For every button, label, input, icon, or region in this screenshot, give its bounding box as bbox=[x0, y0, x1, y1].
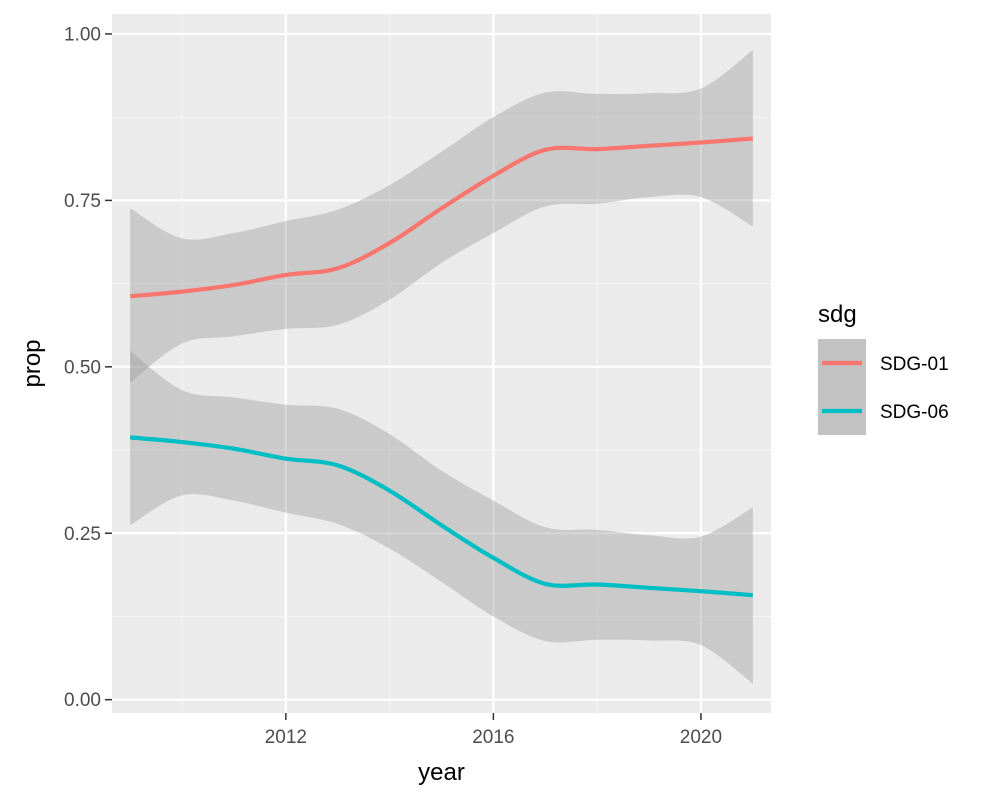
y-tick-label: 0.25 bbox=[64, 524, 101, 545]
legend-label-sdg-06: SDG-06 bbox=[880, 402, 949, 423]
x-tick-label: 2020 bbox=[680, 727, 722, 748]
panel-background bbox=[112, 14, 771, 713]
confidence-band-sdg-01 bbox=[130, 49, 753, 383]
plot-area bbox=[112, 14, 771, 713]
y-tick-label: 0.50 bbox=[64, 357, 101, 378]
series-line-sdg-06 bbox=[129, 435, 754, 598]
legend-title: sdg bbox=[818, 301, 857, 328]
x-axis-title: year bbox=[418, 759, 465, 786]
confidence-band-sdg-06 bbox=[130, 350, 753, 684]
legend-label-sdg-01: SDG-01 bbox=[880, 354, 949, 375]
y-axis-title: prop bbox=[19, 339, 46, 387]
legend: sdg SDG-01 SDG-06 bbox=[818, 301, 949, 435]
x-tick-label: 2016 bbox=[472, 727, 514, 748]
y-tick-label: 1.00 bbox=[64, 24, 101, 45]
y-tick-label: 0.75 bbox=[64, 191, 101, 212]
x-tick-label: 2012 bbox=[265, 727, 307, 748]
axes: 0.00 0.25 0.50 0.75 1.00 2012 2016 2020 bbox=[64, 24, 722, 748]
series-line-sdg-01 bbox=[129, 136, 754, 299]
y-tick-label: 0.00 bbox=[64, 690, 101, 711]
